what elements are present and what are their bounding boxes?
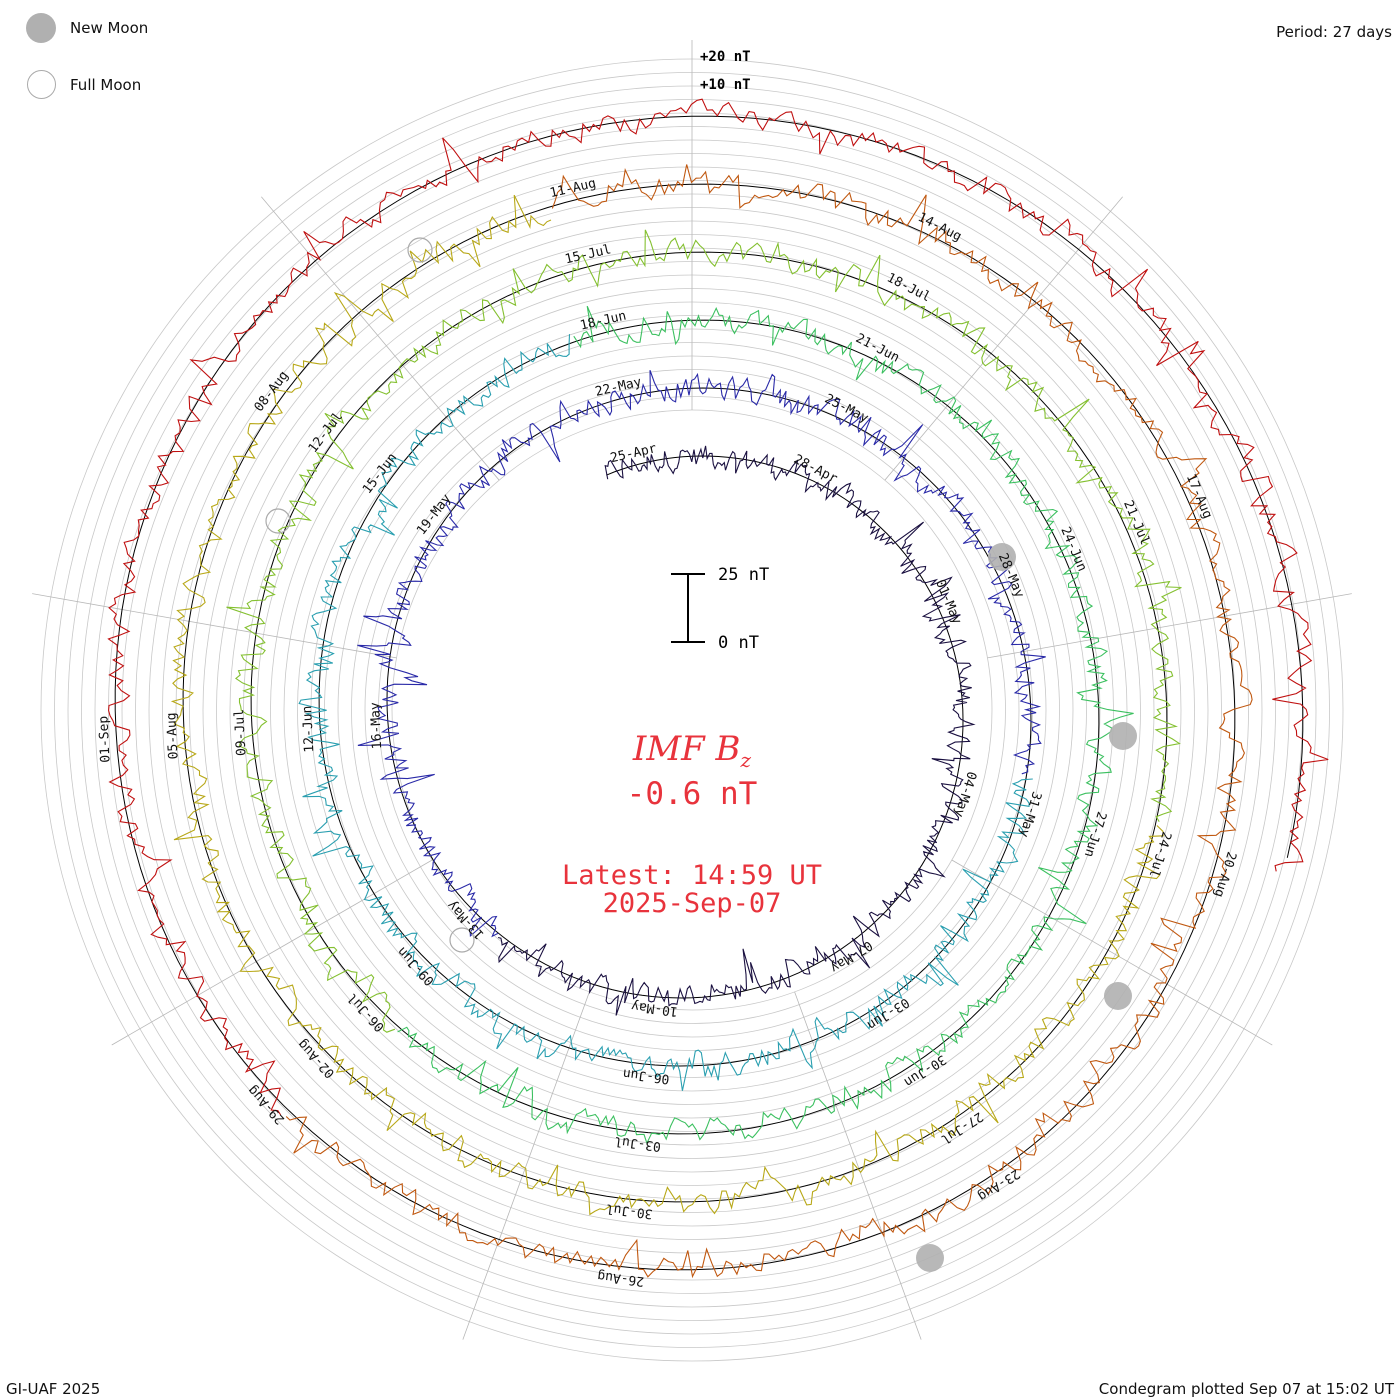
new-moon-marker [916,1244,944,1272]
new-moon-label: New Moon [70,19,149,37]
date-tick-label: 18-Jul [884,271,933,306]
grid-layer [32,40,1352,1362]
new-moon-marker [1109,722,1137,750]
grid-spoke [261,196,500,481]
date-tick-label: 09-Jul [232,709,249,757]
footer-plot-time: Condegram plotted Sep 07 at 15:02 UT [1098,1380,1394,1398]
period-label: Period: 27 days [1276,23,1392,41]
bz-trace-series [298,334,1033,1091]
latest-time: Latest: 14:59 UT [562,860,822,891]
date-tick-label: 27-Jun [1081,810,1109,859]
new-moon-marker [988,543,1016,571]
new-moon-marker [1104,982,1132,1010]
grid-spoke [32,593,397,659]
grid-circle [337,355,1047,1065]
date-tick-label: 30-Jun [901,1051,949,1089]
full-moon-marker [407,237,433,263]
grid-spoke [462,991,590,1340]
grid-spoke [794,991,922,1340]
date-tick-label: 02-Aug [295,1036,338,1081]
bz-trace-series [285,164,1253,1279]
scale-second-label: +10 nT [700,77,751,93]
date-tick-label: 05-Aug [164,712,181,760]
new-moon-icon [26,13,56,43]
grid-spoke [111,859,433,1046]
bz-trace-series [357,370,1046,938]
date-tick-label: 03-Jul [613,1133,661,1154]
grid-spoke [987,593,1352,659]
date-tick-label: 16-May [368,702,385,750]
center-value: -0.6 nT [627,776,758,812]
scale-bar-top-label: 25 nT [718,565,769,585]
full-moon-marker [449,927,475,953]
bz-trace-series [497,445,976,1016]
grid-circle [364,382,1020,1038]
bz-trace-series [170,194,1164,1216]
date-tick-label: 31-May [1016,790,1044,839]
title-subscript: z [740,748,752,772]
date-tick-label: 01-Sep [96,715,113,763]
latest-date: 2025-Sep-07 [603,888,782,919]
grid-circle [391,409,993,1011]
full-moon-icon [27,70,56,99]
center-title: IMF Bz [632,729,752,772]
date-tick-label: 10-May [630,998,679,1019]
date-tick-label: 30-Jul [605,1200,653,1221]
grid-spoke [951,859,1273,1046]
trace-layer [107,98,1329,1279]
grid-spoke [884,196,1123,481]
date-tick-label: 27-Jul [938,1108,986,1146]
full-moon-marker [265,508,291,534]
date-tick-label: 26-Aug [597,1268,645,1289]
date-tick-label: 14-Aug [915,210,964,245]
scale-bar-bottom-label: 0 nT [718,633,759,653]
scale-bar [671,573,705,643]
scale-top-label: +20 nT [700,49,751,65]
bz-trace-series [226,229,1182,1033]
date-tick-label: 17-Aug [1183,472,1215,521]
title-main: IMF B [632,729,741,769]
bz-trace-series [107,98,1329,1116]
date-tick-label: 25-May [822,392,871,427]
date-tick-label: 21-Jul [1120,498,1152,547]
date-tick-label: 12-Jun [300,705,317,753]
date-tick-label: 18-Jun [579,309,628,334]
bz-trace-series [397,305,1134,1145]
legend-new-moon: New Moon [26,13,148,43]
date-tick-label: 24-Jun [1057,525,1089,574]
full-moon-label: Full Moon [70,75,142,94]
moon-layer [265,237,1137,1272]
legend-full-moon: Full Moon [27,70,141,99]
footer-credit: GI-UAF 2025 [6,1380,101,1398]
date-tick-label: 06-Jun [622,1065,670,1086]
